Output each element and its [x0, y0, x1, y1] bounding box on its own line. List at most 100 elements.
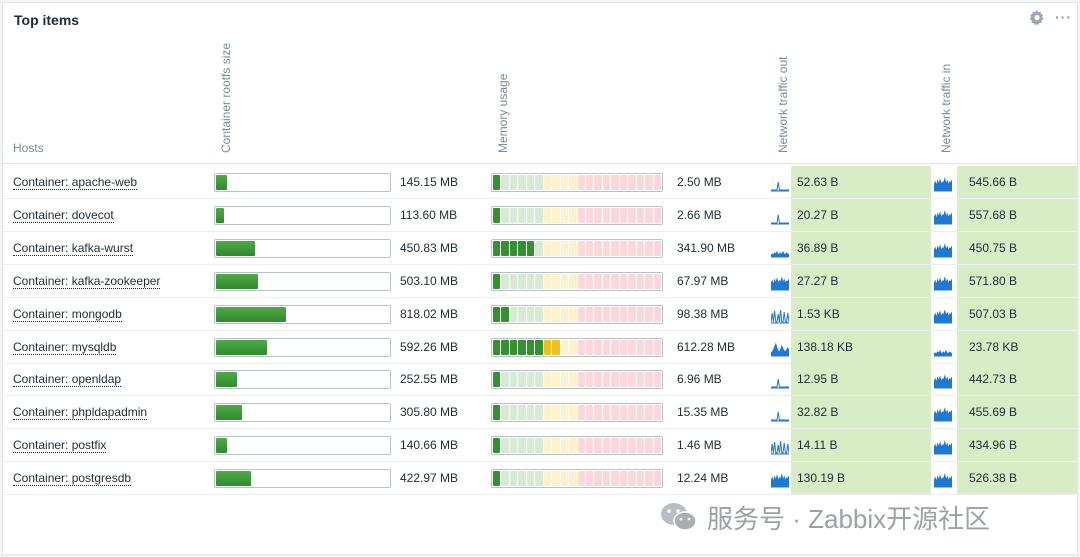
table-row: Container: mysqldb 592.26 MB 612.28 MB 138.… [3, 330, 1077, 364]
memory-indicator-segment [535, 207, 543, 223]
host-link[interactable]: Container: kafka-zookeeper [13, 273, 161, 289]
net-in-sparkline-line [934, 374, 952, 389]
memory-indicator-segment [585, 405, 594, 421]
memory-indicator-segment [526, 306, 535, 322]
column-header-memory[interactable]: Memory usage [496, 73, 510, 153]
net-in-value: 526.38 B [969, 471, 1018, 486]
memory-indicator-segment [509, 339, 518, 355]
net-in-sparkline [934, 308, 952, 324]
net-out-highlight [791, 166, 931, 198]
host-link[interactable]: Container: mysqldb [13, 339, 117, 355]
column-header-net-out[interactable]: Network traffic out [776, 56, 790, 153]
memory-indicator-segment [552, 175, 560, 190]
memory-indicator-segment [501, 372, 509, 388]
memory-indicator-segment [518, 207, 526, 223]
memory-indicator-segment [602, 339, 611, 355]
net-out-value: 130.19 B [797, 471, 846, 486]
memory-indicator-segment [560, 372, 569, 388]
net-out-highlight [791, 429, 931, 462]
table-row: Container: openldap 252.55 MB 6.96 MB 12.95… [3, 363, 1077, 397]
memory-indicator-segment [577, 405, 585, 421]
host-link[interactable]: Container: openldap [13, 372, 122, 388]
row-divider [3, 198, 1077, 199]
net-in-sparkline-line [934, 308, 952, 324]
row-divider [3, 263, 1077, 265]
memory-indicator-segment [653, 240, 662, 256]
memory-indicator-segment [653, 405, 662, 421]
rootfs-bar [214, 469, 391, 489]
memory-indicator-segment [535, 240, 543, 256]
net-out-value: 14.11 B [797, 438, 838, 453]
rootfs-bar [214, 370, 391, 390]
watermark-text: 服务号 · Zabbix开源社区 [707, 503, 991, 534]
memory-indicator-segment [653, 372, 662, 388]
column-header-rootfs[interactable]: Container rootfs size [219, 42, 233, 153]
memory-indicator-segment [594, 339, 602, 355]
memory-indicator-segment [577, 240, 585, 256]
host-link[interactable]: Container: dovecot [13, 207, 114, 223]
widget-title: Top items [14, 12, 80, 28]
memory-indicator-segment [493, 405, 501, 421]
memory-indicator-segment [535, 339, 543, 355]
memory-indicator-segment [619, 273, 628, 289]
memory-indicator-segment [493, 339, 501, 355]
net-out-highlight [791, 330, 931, 363]
memory-indicator-segment [535, 175, 543, 190]
memory-indicators [491, 271, 663, 291]
host-link[interactable]: Container: postgresdb [13, 471, 132, 487]
memory-indicator-segment [493, 273, 501, 289]
memory-indicators [491, 436, 663, 456]
host-link[interactable]: Container: phpldapadmin [13, 405, 148, 421]
memory-indicator-segment [526, 175, 535, 190]
host-link[interactable]: Container: mongodb [13, 306, 122, 322]
net-out-sparkline-line [771, 275, 789, 291]
header-divider [3, 163, 1077, 164]
memory-indicator-segment [619, 175, 628, 190]
memory-value: 2.66 MB [677, 207, 722, 222]
net-in-highlight [957, 462, 1077, 495]
memory-indicator-segment [518, 438, 526, 454]
host-link[interactable]: Container: apache-web [13, 175, 138, 190]
memory-indicator-segment [552, 339, 560, 355]
memory-indicator-segment [509, 471, 518, 487]
rootfs-bar [214, 271, 391, 291]
net-out-sparkline-line [771, 214, 789, 225]
memory-indicator-segment [526, 438, 535, 454]
memory-indicator-segment [611, 339, 619, 355]
rootfs-value: 818.02 MB [400, 306, 459, 321]
memory-indicator-segment [526, 471, 535, 487]
memory-indicator-segment [619, 372, 628, 388]
memory-indicator-segment [645, 273, 653, 289]
column-header-net-in[interactable]: Network traffic in [939, 63, 953, 153]
memory-indicators [491, 337, 663, 357]
memory-indicator-segment [509, 438, 518, 454]
memory-indicator-segment [602, 306, 611, 322]
row-divider [3, 395, 1077, 397]
memory-indicator-segment [552, 471, 560, 487]
net-out-highlight [791, 231, 931, 264]
rootfs-bar [214, 238, 391, 258]
memory-indicator-segment [594, 471, 602, 487]
column-header-hosts[interactable]: Hosts [13, 141, 44, 155]
row-divider [3, 329, 1077, 331]
memory-indicator-segment [569, 207, 577, 223]
memory-indicator-segment [518, 175, 526, 190]
memory-indicator-segment [619, 405, 628, 421]
memory-indicator-segment [585, 339, 594, 355]
more-icon[interactable]: ··· [1055, 9, 1072, 25]
memory-indicator-segment [493, 306, 501, 322]
memory-indicator-segment [543, 175, 552, 190]
rootfs-value: 450.83 MB [400, 240, 459, 255]
net-out-value: 138.18 KB [797, 339, 854, 354]
net-out-highlight [791, 198, 931, 231]
memory-indicator-segment [577, 339, 585, 355]
net-out-sparkline [771, 441, 789, 455]
memory-indicator-segment [585, 240, 594, 256]
host-link[interactable]: Container: kafka-wurst [13, 240, 134, 256]
rootfs-bar [214, 205, 391, 225]
memory-indicator-segment [645, 372, 653, 388]
memory-indicator-segment [636, 339, 645, 355]
host-link[interactable]: Container: postfix [13, 438, 107, 454]
gear-icon[interactable] [1029, 10, 1045, 26]
memory-indicator-segment [518, 240, 526, 256]
